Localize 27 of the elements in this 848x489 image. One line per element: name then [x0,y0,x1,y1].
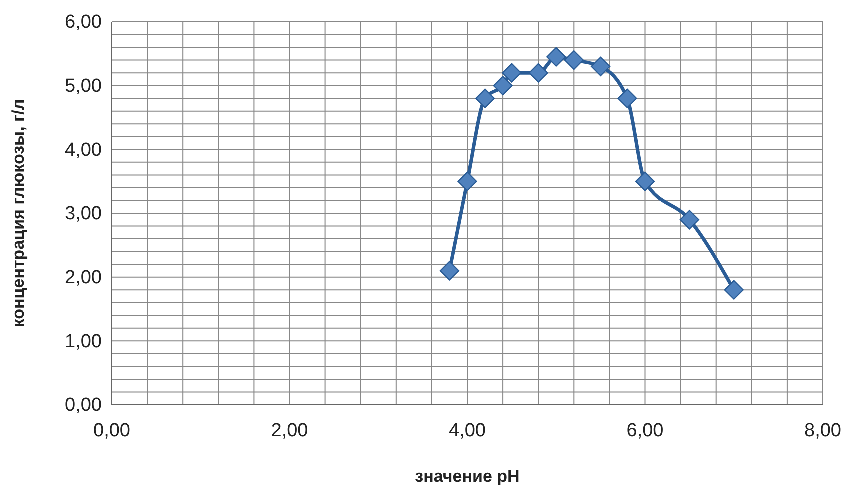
point [440,261,460,281]
x-tick-label: 8,00 [804,420,842,442]
point [493,76,513,96]
y-tick-label: 0,00 [65,395,102,416]
x-tick-label: 2,00 [271,420,308,442]
point [590,56,611,77]
x-tick-label: 0,00 [94,420,130,442]
y-tick-label: 4,00 [65,140,102,161]
point [475,88,496,108]
y-axis-title: концентрация глюкозы, г/л [9,99,28,328]
y-tick-label: 2,00 [65,267,102,288]
point [618,88,638,108]
point [564,50,584,70]
x-axis-title: значение pH [415,467,520,486]
point [724,280,744,300]
point [458,172,478,192]
point [502,63,522,83]
point [680,210,700,230]
y-tick-label: 3,00 [65,204,102,225]
y-tick-label: 1,00 [65,331,102,352]
x-tick-label: 4,00 [449,420,486,442]
y-tick-label: 5,00 [65,76,102,97]
point [635,172,656,192]
point [528,63,548,83]
point [546,47,566,67]
y-tick-label: 6,00 [65,12,102,34]
x-tick-label: 6,00 [626,420,664,442]
